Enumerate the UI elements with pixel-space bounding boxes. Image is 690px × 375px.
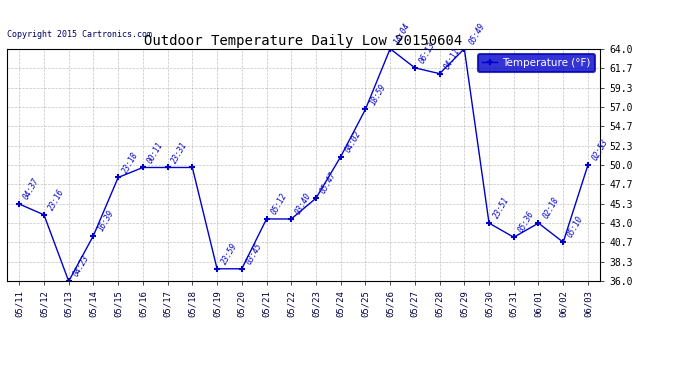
- Text: 23:18: 23:18: [121, 150, 140, 175]
- Text: 05:36: 05:36: [517, 210, 536, 234]
- Legend: Temperature (°F): Temperature (°F): [477, 54, 595, 72]
- Text: 03:40: 03:40: [294, 192, 313, 216]
- Text: 23:16: 23:16: [47, 188, 66, 212]
- Text: 23:51: 23:51: [492, 196, 511, 220]
- Title: Outdoor Temperature Daily Low 20150604: Outdoor Temperature Daily Low 20150604: [144, 34, 463, 48]
- Text: 05:12: 05:12: [269, 192, 288, 216]
- Text: 02:18: 02:18: [541, 196, 560, 220]
- Text: 04:37: 04:37: [22, 177, 41, 201]
- Text: Copyright 2015 Cartronics.com: Copyright 2015 Cartronics.com: [7, 30, 152, 39]
- Text: 16:39: 16:39: [96, 208, 115, 233]
- Text: 02:53: 02:53: [591, 138, 610, 162]
- Text: 00:11: 00:11: [146, 140, 165, 165]
- Text: 04:02: 04:02: [344, 129, 363, 154]
- Text: 23:31: 23:31: [170, 140, 190, 165]
- Text: 05:10: 05:10: [566, 215, 585, 240]
- Text: 04:23: 04:23: [72, 254, 91, 279]
- Text: 23:59: 23:59: [220, 242, 239, 266]
- Text: 04:11: 04:11: [442, 46, 462, 71]
- Text: 06:13: 06:13: [417, 40, 437, 65]
- Text: 14:04: 14:04: [393, 21, 412, 46]
- Text: 18:59: 18:59: [368, 82, 388, 106]
- Text: 05:47: 05:47: [319, 171, 338, 195]
- Text: 05:49: 05:49: [467, 21, 486, 46]
- Text: 03:45: 03:45: [244, 242, 264, 266]
